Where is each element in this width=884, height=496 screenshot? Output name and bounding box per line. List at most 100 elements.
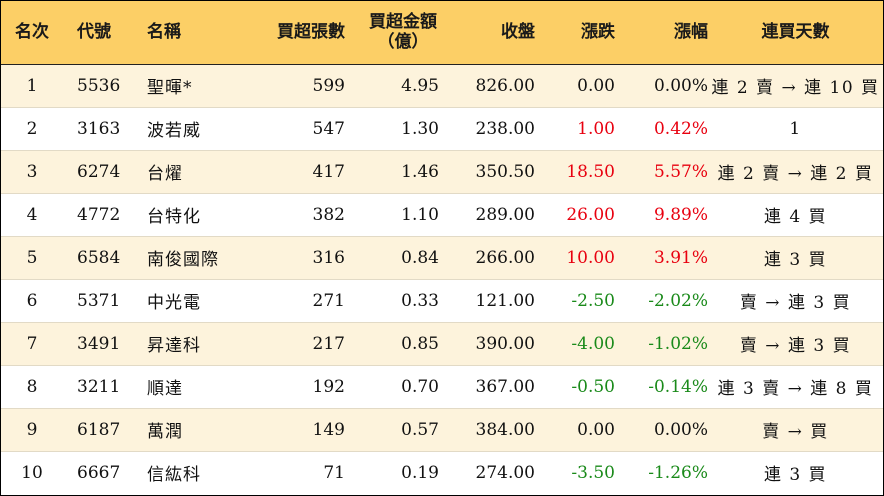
cell-stock-name: 信紘科 <box>147 465 201 486</box>
cell-net-buy-lots: 547 <box>241 107 345 151</box>
header-consecutive-days-label: 連買天數 <box>761 22 830 43</box>
header-name-label: 名稱 <box>147 22 181 43</box>
header-rank-label: 名次 <box>15 22 49 43</box>
table-row[interactable]: 10 6667 信紘科 71 0.19 274.00 -3.50 -1.26% 連 3 買 <box>1 451 883 494</box>
table-row[interactable]: 1 5536 聖暉* 599 4.95 826.00 0.00 0.00% 連 2 賣 → 連 … <box>1 64 883 108</box>
cell-close-price: 350.50 <box>439 150 535 194</box>
table-header-row: 名次 代號 名稱 買超張數 買超金額 （億） 收盤 <box>1 1 883 65</box>
cell-stock-code: 6667 <box>77 462 121 483</box>
cell-net-buy-amount: 4.95 <box>345 64 439 108</box>
header-consecutive-days: 連買天數 <box>708 1 883 65</box>
table-row[interactable]: 8 3211 順達 192 0.70 367.00 -0.50 -0.14% 連 3 賣 → 連… <box>1 365 883 409</box>
cell-change-pct: 3.91% <box>615 236 708 280</box>
cell-stock-code: 3211 <box>59 365 131 409</box>
cell-consecutive-days: 連 3 買 <box>763 465 828 486</box>
table-row[interactable]: 7 3491 昇達科 217 0.85 390.00 -4.00 -1.02% 賣 → 連 3 … <box>1 322 883 366</box>
cell-price-change: -3.50 <box>571 462 615 483</box>
cell-change-pct: -1.26% <box>648 462 708 483</box>
cell-stock-name: 波若威 <box>131 107 241 151</box>
cell-net-buy-amount: 0.57 <box>345 408 439 452</box>
cell-stock-name: 聖暉* <box>131 64 241 108</box>
cell-net-buy-lots: 382 <box>241 193 345 237</box>
cell-consecutive-days: 賣 → 連 3 買 <box>708 279 883 323</box>
cell-change-pct: 5.57% <box>615 150 708 194</box>
cell-change-pct: 0.00% <box>615 64 708 108</box>
table-row[interactable]: 9 6187 萬潤 149 0.57 384.00 0.00 0.00% 賣 → 買 <box>1 408 883 452</box>
cell-price-change: 18.50 <box>535 150 615 194</box>
header-change-pct: 漲幅 <box>615 1 708 65</box>
header-change: 漲跌 <box>535 1 615 65</box>
cell-rank: 8 <box>1 365 59 409</box>
header-name: 名稱 <box>131 1 241 65</box>
cell-consecutive-days: 連 2 賣 → 連 10 買 <box>708 64 883 108</box>
cell-price-change: 1.00 <box>535 107 615 151</box>
cell-net-buy-lots: 417 <box>241 150 345 194</box>
cell-price-change: 26.00 <box>535 193 615 237</box>
cell-price-change: 10.00 <box>535 236 615 280</box>
cell-rank: 1 <box>1 64 59 108</box>
cell-stock-name: 南俊國際 <box>131 236 241 280</box>
cell-price-change: -0.50 <box>535 365 615 409</box>
header-change-label: 漲跌 <box>581 22 615 43</box>
cell-price-change: 0.00 <box>535 64 615 108</box>
cell-rank: 9 <box>1 408 59 452</box>
cell-net-buy-amount: 0.85 <box>345 322 439 366</box>
cell-stock-code: 5371 <box>59 279 131 323</box>
cell-net-buy-lots: 271 <box>241 279 345 323</box>
header-change-pct-label: 漲幅 <box>674 22 708 43</box>
cell-consecutive-days: 連 4 買 <box>708 193 883 237</box>
cell-stock-name: 台特化 <box>131 193 241 237</box>
cell-net-buy-lots: 316 <box>241 236 345 280</box>
cell-close-price: 826.00 <box>439 64 535 108</box>
cell-net-buy-lots: 71 <box>323 462 345 483</box>
table-row[interactable]: 4 4772 台特化 382 1.10 289.00 26.00 9.89% 連 4 買 <box>1 193 883 237</box>
cell-rank: 4 <box>1 193 59 237</box>
cell-rank: 10 <box>21 462 43 483</box>
header-rank: 名次 <box>1 1 59 65</box>
cell-change-pct: 9.89% <box>615 193 708 237</box>
header-net-buy-amount-line2: （億） <box>377 32 429 53</box>
cell-net-buy-amount: 1.10 <box>345 193 439 237</box>
cell-stock-code: 3491 <box>59 322 131 366</box>
header-close: 收盤 <box>439 1 535 65</box>
cell-stock-name: 昇達科 <box>131 322 241 366</box>
cell-net-buy-amount: 0.33 <box>345 279 439 323</box>
cell-consecutive-days: 連 3 買 <box>708 236 883 280</box>
table-row[interactable]: 5 6584 南俊國際 316 0.84 266.00 10.00 3.91% 連 3 買 <box>1 236 883 280</box>
header-net-buy-lots: 買超張數 <box>241 1 345 65</box>
cell-net-buy-amount: 0.19 <box>401 462 439 483</box>
cell-close-price: 274.00 <box>475 462 535 483</box>
cell-stock-name: 萬潤 <box>131 408 241 452</box>
cell-close-price: 384.00 <box>439 408 535 452</box>
cell-stock-code: 6584 <box>59 236 131 280</box>
cell-consecutive-days: 連 3 賣 → 連 8 買 <box>708 365 883 409</box>
cell-close-price: 289.00 <box>439 193 535 237</box>
cell-rank: 2 <box>1 107 59 151</box>
header-net-buy-amount: 買超金額 （億） <box>345 1 439 65</box>
cell-net-buy-amount: 0.84 <box>345 236 439 280</box>
table-row[interactable]: 2 3163 波若威 547 1.30 238.00 1.00 0.42% 1 <box>1 107 883 151</box>
cell-net-buy-lots: 217 <box>241 322 345 366</box>
cell-consecutive-days: 賣 → 連 3 買 <box>708 322 883 366</box>
cell-change-pct: 0.00% <box>615 408 708 452</box>
cell-net-buy-amount: 1.30 <box>345 107 439 151</box>
cell-net-buy-amount: 1.46 <box>345 150 439 194</box>
table-row[interactable]: 6 5371 中光電 271 0.33 121.00 -2.50 -2.02% 賣 → 連 3 … <box>1 279 883 323</box>
cell-consecutive-days: 賣 → 買 <box>708 408 883 452</box>
cell-net-buy-lots: 599 <box>241 64 345 108</box>
header-close-label: 收盤 <box>501 22 535 43</box>
cell-change-pct: -0.14% <box>615 365 708 409</box>
table-row[interactable]: 3 6274 台燿 417 1.46 350.50 18.50 5.57% 連 2 賣 → 連 … <box>1 150 883 194</box>
cell-close-price: 238.00 <box>439 107 535 151</box>
cell-net-buy-lots: 192 <box>241 365 345 409</box>
header-net-buy-amount-line1: 買超金額 <box>369 12 437 33</box>
cell-stock-code: 5536 <box>59 64 131 108</box>
cell-consecutive-days: 連 2 賣 → 連 2 買 <box>708 150 883 194</box>
cell-stock-code: 3163 <box>59 107 131 151</box>
header-net-buy-lots-label: 買超張數 <box>277 22 345 43</box>
cell-rank: 5 <box>1 236 59 280</box>
cell-stock-name: 台燿 <box>131 150 241 194</box>
cell-change-pct: 0.42% <box>615 107 708 151</box>
